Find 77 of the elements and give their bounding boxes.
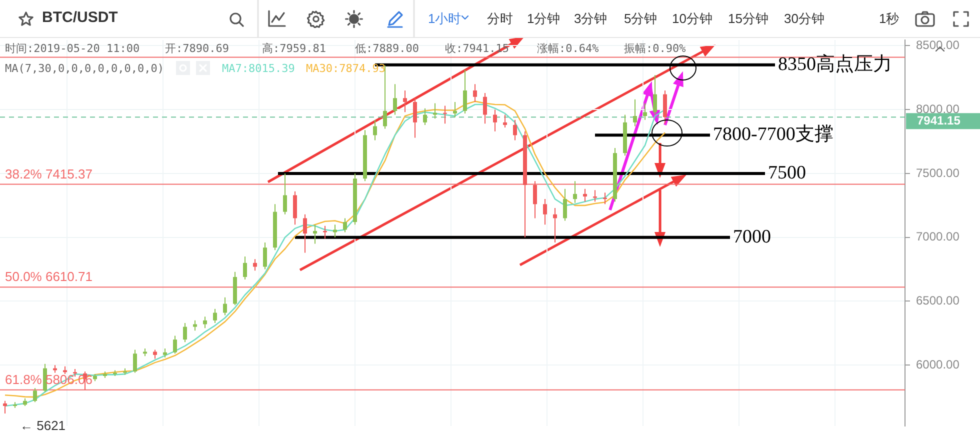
candlestick [3,400,7,414]
annotation: 涨幅:0.64% [537,41,599,57]
candlestick [383,65,387,130]
candlestick [653,74,657,116]
annotation: 低:7889.00 [355,41,419,57]
ref-line-label: 7000 [733,226,771,248]
annotation: MA7:8015.39 [222,61,295,77]
chart-title: BTC/USDT [42,9,118,26]
candlestick [213,308,217,324]
text: 15分钟 [728,11,768,27]
candlestick [473,84,477,102]
candlestick [513,119,517,141]
candlestick [333,224,337,238]
candlestick [303,214,307,254]
ref-line-label: 7500 [768,162,806,184]
candlestick [463,70,467,114]
text: 3分钟 [574,11,608,27]
candlestick [393,84,397,116]
ref-line-label: 7800-7700支撑 [713,124,834,146]
candlestick [223,296,227,316]
candlestick [323,225,327,240]
candlestick [543,198,547,226]
candlestick [33,388,37,403]
annotation: 高:7959.81 [262,41,326,57]
y-tick-label: 7000.00 [916,230,960,244]
annotation: 时间:2019-05-20 11:00 [5,41,140,57]
candlestick [313,224,317,244]
candlestick [413,98,417,138]
candlestick [173,335,177,354]
candlestick [293,190,297,226]
y-tick-label: 8000.00 [916,102,960,116]
text: 1秒 [879,11,900,27]
candlestick [133,349,137,374]
y-tick-label: 6500.00 [916,294,960,308]
y-tick-label: 8500.00 [916,38,960,52]
text: 30分钟 [784,11,824,27]
y-tick-label: 6000.00 [916,357,960,372]
candlestick [483,92,487,124]
text: 分时 [487,11,513,27]
candlestick [43,363,47,392]
annotation: 开:7890.69 [165,41,229,57]
candlestick [343,218,347,233]
candlestick [253,258,257,272]
ref-line-label: 38.2% 7415.37 [5,166,92,182]
annotation: 振幅:0.90% [624,41,686,57]
candlestick [183,322,187,343]
candlestick [373,119,377,141]
candlestick [583,188,587,202]
candlestick [203,316,207,329]
candlestick [663,90,667,124]
text: 10分钟 [672,11,712,27]
text: 1分钟 [527,11,560,27]
text: 5分钟 [624,11,658,27]
candlestick [503,114,507,128]
candlestick [443,105,447,124]
text: 1小时 [428,11,462,27]
candlestick [403,90,407,113]
candlestick [573,180,577,204]
y-tick-label: 7500.00 [916,166,960,180]
ref-line-label: 8350高点压力 [778,52,892,75]
ref-line-label: 7941.15 [917,113,961,128]
candlestick [193,320,197,332]
candlestick [643,102,647,120]
candlestick [423,108,427,126]
candlestick [563,188,567,222]
candlestick [243,256,247,280]
ref-line-label: 50.0% 6610.71 [5,269,92,284]
candlestick [553,207,557,243]
annotation: ← 5621 [20,418,66,434]
candlestick [283,172,287,215]
candlestick [533,180,537,219]
annotation: MA(7,30,0,0,0,0,0,0,0,0) [5,61,164,77]
candlestick [633,98,637,127]
candlestick [493,109,497,132]
candlestick [593,190,597,202]
candlestick [453,101,457,118]
candlestick [263,242,267,270]
